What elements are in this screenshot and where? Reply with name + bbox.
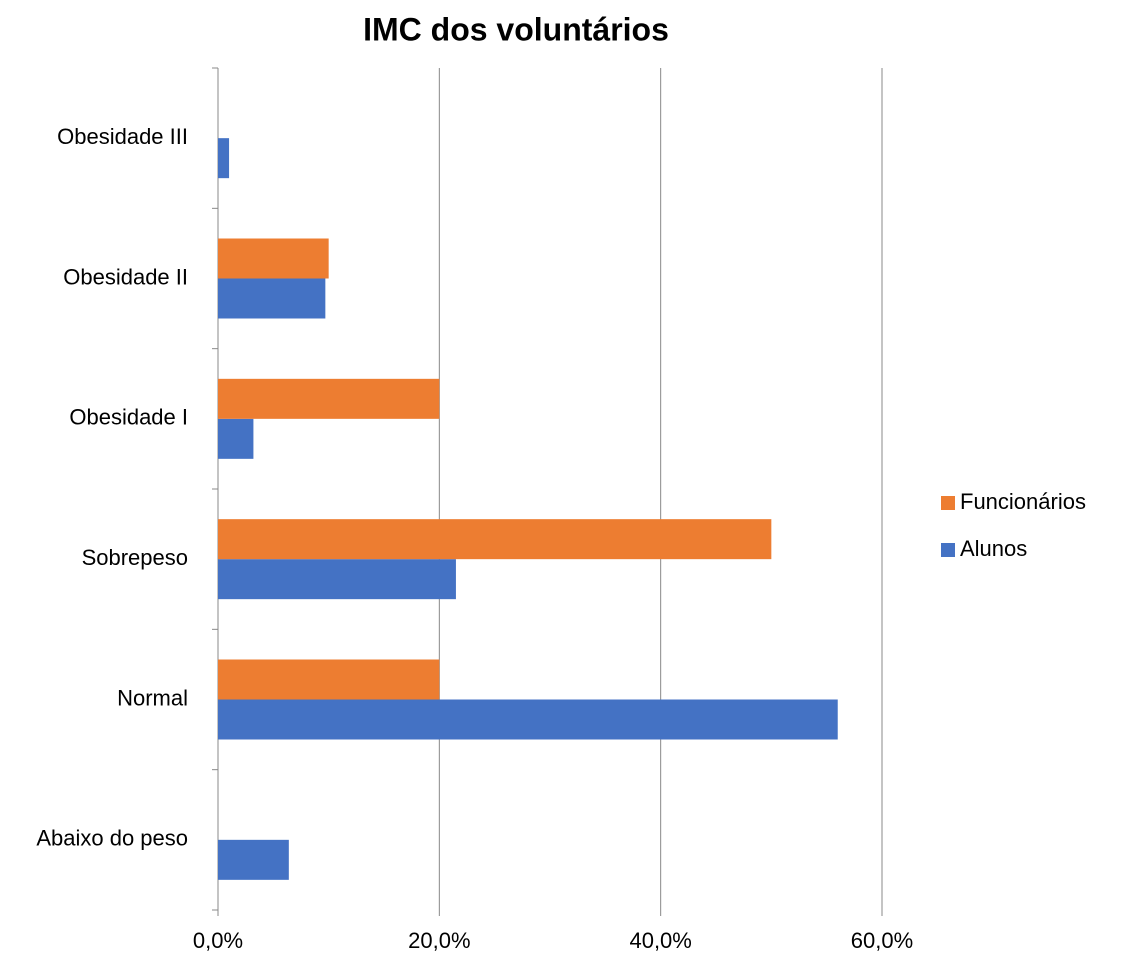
bar	[218, 238, 329, 279]
x-tick-label: 60,0%	[851, 928, 913, 953]
legend-label: Alunos	[960, 536, 1027, 561]
bar	[218, 839, 289, 880]
bar	[218, 699, 838, 740]
x-tick-label: 40,0%	[629, 928, 691, 953]
bar	[218, 378, 440, 419]
bar	[218, 278, 326, 319]
y-tick-label: Sobrepeso	[82, 545, 188, 570]
bar	[218, 519, 772, 560]
y-tick-label: Abaixo do peso	[36, 826, 188, 851]
y-tick-label: Obesidade I	[69, 405, 188, 430]
bar	[218, 659, 440, 700]
bar	[218, 138, 230, 179]
x-tick-label: 0,0%	[193, 928, 243, 953]
legend-swatch	[941, 496, 955, 510]
y-tick-label: Normal	[117, 685, 188, 710]
bar	[218, 559, 456, 600]
x-tick-label: 20,0%	[408, 928, 470, 953]
chart-title: IMC dos voluntários	[363, 11, 669, 47]
y-tick-label: Obesidade II	[63, 264, 188, 289]
legend-label: Funcionários	[960, 489, 1086, 514]
bar	[218, 418, 254, 459]
legend-swatch	[941, 543, 955, 557]
y-tick-label: Obesidade III	[57, 124, 188, 149]
